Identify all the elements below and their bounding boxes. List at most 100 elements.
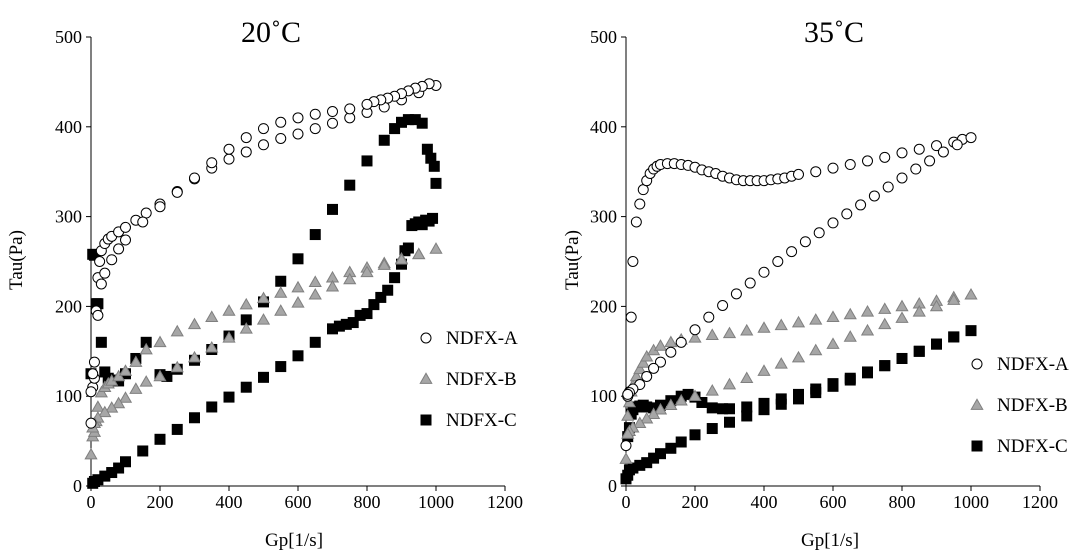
data-point [240,132,252,144]
data-point [868,190,880,202]
data-point [308,275,322,287]
legend-marker [420,332,432,344]
x-tick-label: 0 [622,492,631,512]
data-point [810,166,822,178]
data-point [105,401,119,413]
x-tick-label: 400 [751,492,778,512]
data-point [428,160,440,172]
y-tick-label: 100 [55,386,82,406]
data-point [258,371,269,383]
data-point [633,416,647,428]
y-tick-label: 300 [55,207,82,227]
x-tick-label: 200 [147,492,174,512]
data-point [665,442,677,454]
data-point [895,311,909,323]
data-point [98,405,112,418]
data-point [368,299,380,311]
y-tick-label: 100 [590,386,617,406]
data-point [344,179,356,191]
data-point [862,155,873,167]
x-tick-label: 800 [354,492,381,512]
data-point [879,360,891,372]
data-point [675,436,687,448]
data-point [827,380,839,392]
x-tick-label: 400 [216,492,243,512]
data-point [855,199,867,211]
data-point [94,256,106,267]
legend-item: NDFX-C [420,410,517,431]
data-point [275,116,287,128]
data-point [878,302,892,314]
data-point [826,337,840,349]
legend-marker [971,440,983,452]
x-tick-label: 600 [285,492,312,512]
data-point [111,396,126,409]
data-point [772,256,784,267]
data-point [309,108,321,120]
data-point [844,159,856,171]
data-point [292,253,304,265]
data-point [965,132,977,144]
y-tick-label: 200 [55,296,82,316]
data-point [775,398,787,410]
y-tick-label: 500 [590,27,617,47]
data-point [929,299,944,312]
data-point [882,181,894,193]
data-point [171,186,183,198]
data-point [653,402,668,415]
data-point [223,391,235,403]
data-point [106,254,118,266]
legend-item: NDFX-B [970,395,1068,416]
x-tick-label: 1000 [418,492,454,512]
data-point [689,324,701,336]
data-point [664,398,678,410]
data-point [665,346,677,358]
data-point [120,456,131,468]
data-point [937,146,949,158]
data-point [129,355,143,367]
data-point [275,275,287,287]
series-ndfx-b [84,242,443,460]
data-point [791,315,806,328]
data-point [84,447,98,460]
chart-20c: 20˚C Tau(Pa) Gp[1/s] 0 100 200 300 400 500 0 20… [6,16,523,550]
data-point [118,364,133,376]
data-point [292,350,304,362]
data-point [91,400,105,412]
data-point [664,335,678,348]
legend: NDFX-A NDFX-B NDFX-C [970,354,1069,457]
y-tick-label: 400 [55,117,82,137]
legend-marker [970,398,984,410]
data-point [841,208,853,220]
data-point [394,252,409,265]
data-point [799,236,811,248]
legend-label: NDFX-A [446,328,518,349]
data-point [640,411,654,424]
data-point [378,134,390,146]
data-point [810,387,822,399]
data-point [646,407,661,419]
data-point [633,362,647,375]
data-point [206,401,218,413]
data-point [813,227,825,239]
data-point [344,103,356,115]
data-point [674,393,688,406]
data-point [399,245,411,257]
series-ndfx-a [620,132,977,452]
y-tick-label: 0 [608,476,617,496]
legend-item: NDFX-A [971,354,1069,375]
data-point [948,331,960,343]
data-point [724,403,735,415]
data-point [705,384,719,396]
data-point [327,106,338,118]
data-point [703,311,715,323]
legend-label: NDFX-B [997,395,1068,416]
data-point [826,310,840,322]
data-point [137,445,149,457]
data-point [622,388,634,400]
data-point [620,440,632,452]
x-tick-label: 600 [820,492,847,512]
x-tick-label: 1200 [1022,492,1058,512]
data-point [205,340,219,353]
data-point [327,117,338,129]
